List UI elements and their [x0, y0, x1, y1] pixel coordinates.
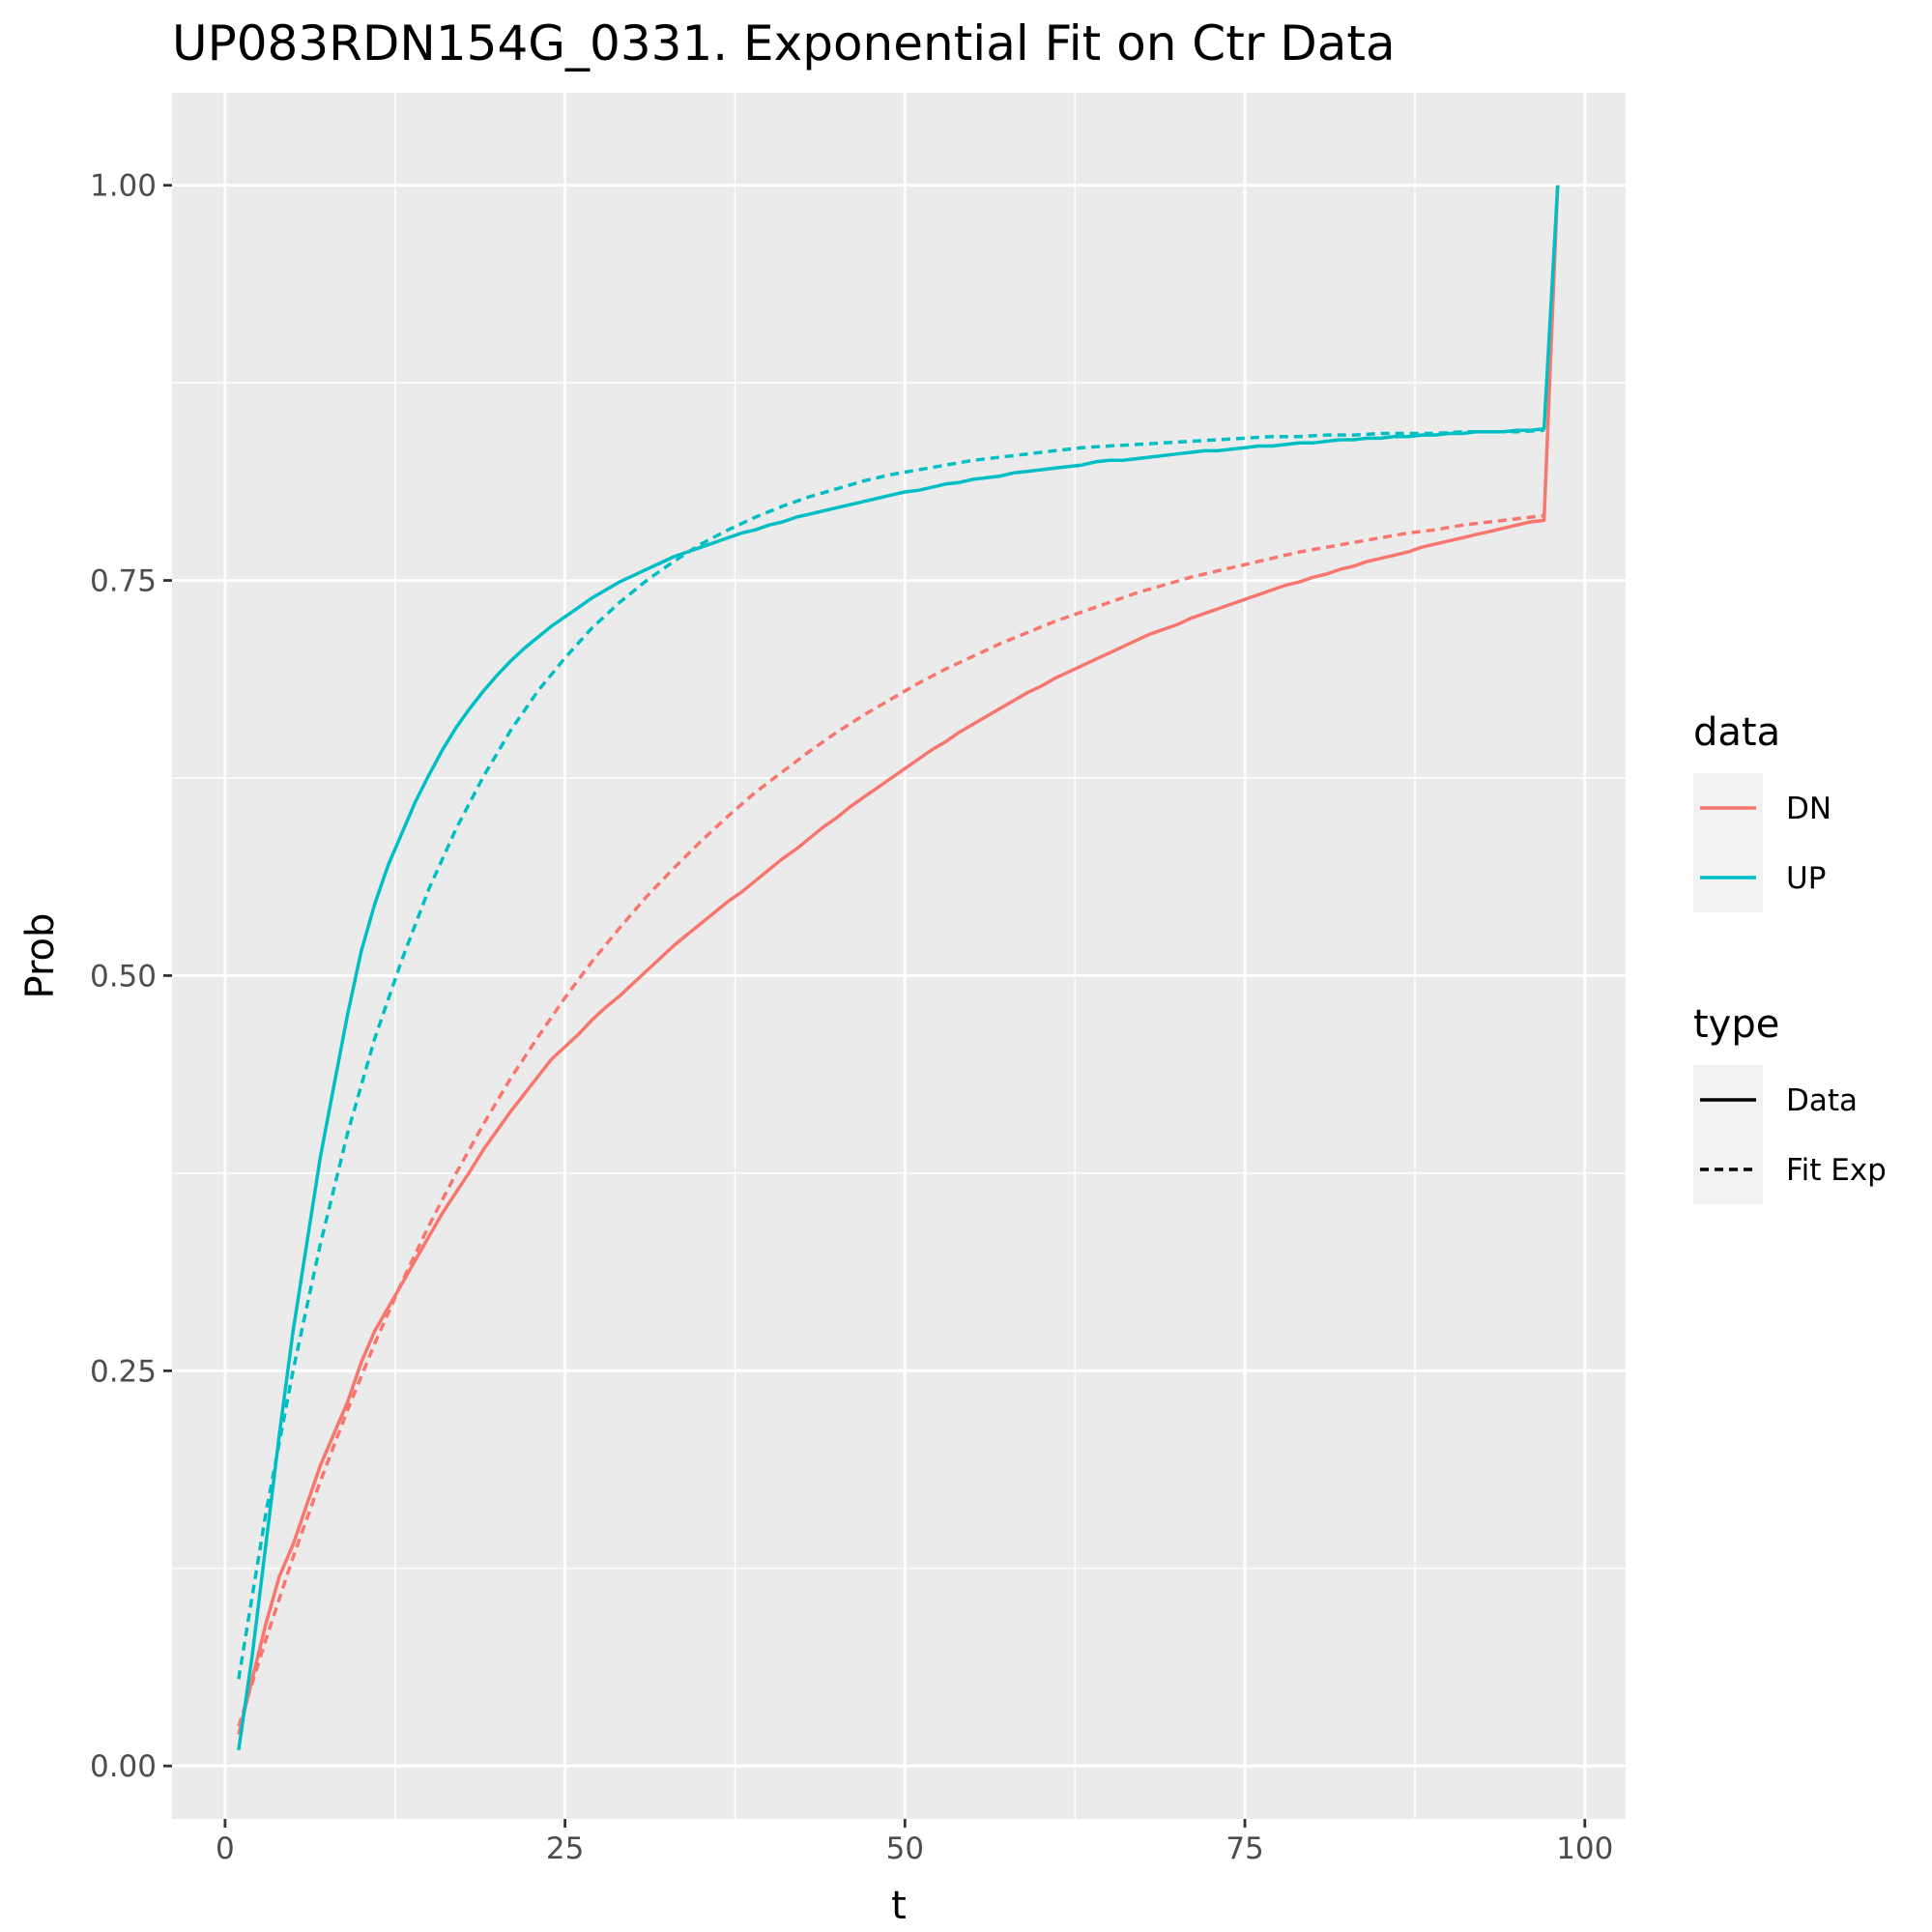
x-axis: 0 25 50 75 100 [216, 1819, 1613, 1866]
series-line-dn-fit-exp [237, 513, 1544, 1727]
legend-label-dn: DN [1786, 792, 1831, 826]
series-line-up-data [237, 185, 1560, 1751]
x-tick-label: 25 [546, 1831, 584, 1866]
series-layer [237, 185, 1560, 1751]
y-tick-label: 0.50 [90, 959, 157, 994]
legend-label-up: UP [1786, 861, 1826, 896]
x-tick-label: 0 [216, 1831, 235, 1866]
legend-label-data: Data [1786, 1083, 1858, 1118]
y-axis-title: Prob [18, 913, 63, 999]
x-tick-label: 100 [1556, 1831, 1613, 1866]
y-tick-label: 0.25 [90, 1354, 157, 1389]
y-tick-label: 1.00 [90, 169, 157, 204]
x-axis-title: t [891, 1884, 907, 1928]
major-gridlines [172, 93, 1626, 1819]
legend-title-type: type [1693, 1002, 1779, 1047]
y-tick-label: 0.75 [90, 564, 157, 599]
series-line-dn-data [237, 185, 1560, 1735]
y-tick-label: 0.00 [90, 1749, 157, 1784]
plot-panel [172, 93, 1626, 1819]
legend-label-fit-exp: Fit Exp [1786, 1153, 1887, 1188]
legend: data DN UP type Data Fit Exp [1693, 710, 1887, 1204]
y-axis: 0.00 0.25 0.50 0.75 1.00 [90, 169, 172, 1784]
legend-keys-background-type [1693, 1065, 1763, 1204]
chart-title: UP083RDN154G_0331. Exponential Fit on Ct… [172, 15, 1396, 72]
minor-gridlines [172, 93, 1626, 1819]
series-line-up-fit-exp [237, 428, 1544, 1680]
x-tick-label: 50 [886, 1831, 924, 1866]
legend-title-data: data [1693, 710, 1780, 755]
legend-keys-background-data [1693, 773, 1763, 912]
x-tick-label: 75 [1226, 1831, 1263, 1866]
